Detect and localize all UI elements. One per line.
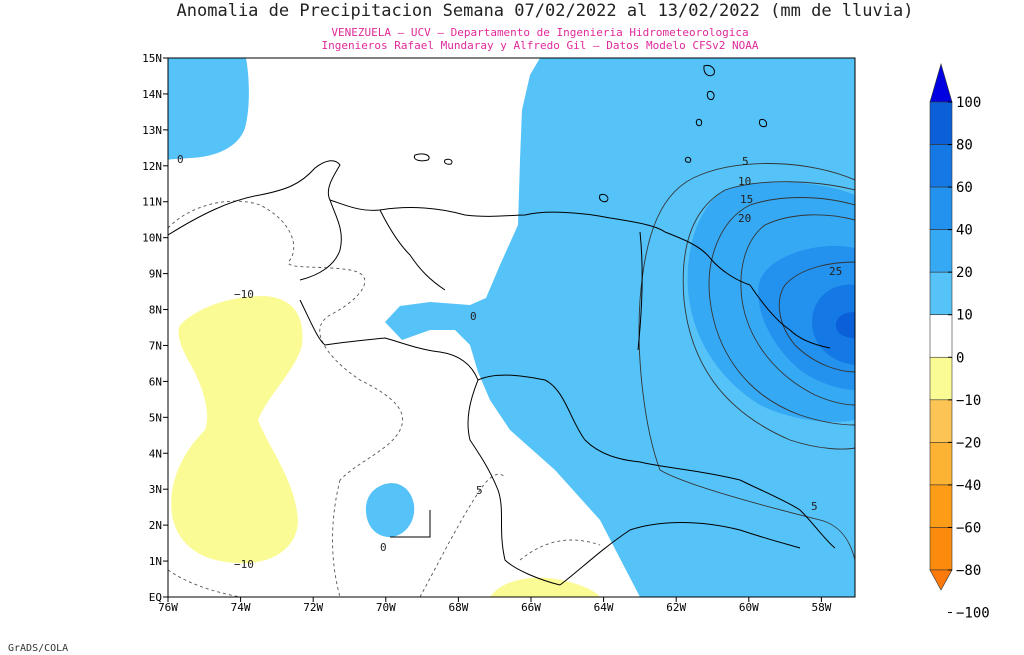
lat-tick-label: 1N [149, 555, 162, 568]
colorbar-swatch [929, 314, 953, 358]
map-subtitle-2: Ingenieros Rafael Mundaray y Alfredo Gil… [321, 39, 758, 52]
lat-tick-label: 15N [142, 52, 162, 65]
lat-tick-label: 8N [149, 304, 162, 317]
colorbar-label: 100 [956, 95, 981, 111]
lat-tick-label: 11N [142, 196, 162, 209]
negative-anomaly-region-west [171, 296, 303, 564]
colorbar-swatch [929, 527, 953, 571]
map-title: Anomalia de Precipitacion Semana 07/02/2… [177, 1, 914, 21]
lon-tick-label: 58W [811, 601, 831, 614]
colorbar-triangle-min [929, 569, 953, 591]
contour-label-20: 20 [738, 212, 751, 225]
contour-label-5-south: 5 [811, 500, 818, 513]
lon-tick-label: 74W [231, 601, 251, 614]
caribbean-islands [413, 65, 767, 203]
colorbar-swatch [929, 186, 953, 230]
lon-tick-label: 62W [666, 601, 686, 614]
map-plot-area: 0 0 0 5 10 15 20 25 5 5 −10 −10 [167, 57, 856, 598]
negative-anomaly-region-south [490, 577, 600, 597]
latitude-axis: 15N 14N 13N 12N 11N 10N 9N 8N 7N 6N 5N 4N 3N 2N 1N EQ [142, 52, 168, 604]
lon-tick-label: 72W [303, 601, 323, 614]
lat-tick-label: 6N [149, 375, 162, 388]
colorbar-swatch [929, 229, 953, 273]
lon-tick-label: 76W [158, 601, 178, 614]
colorbar-swatch [929, 442, 953, 486]
contour-label-minus10-top: −10 [234, 288, 254, 301]
positive-anomaly-blob-nw [168, 58, 249, 160]
lon-tick-label: 70W [376, 601, 396, 614]
contour-labels: 0 0 0 5 10 15 20 25 5 5 −10 −10 [177, 153, 842, 571]
colorbar-label: 40 [956, 223, 973, 239]
colorbar-label: 20 [956, 265, 973, 281]
colorbar-swatch [929, 271, 953, 316]
grads-credit: GrADS/COLA [8, 643, 68, 654]
lon-tick-label: 66W [521, 601, 541, 614]
colorbar-triangle-max [929, 62, 953, 103]
lat-tick-label: 4N [149, 447, 162, 460]
longitude-axis: 76W 74W 72W 70W 68W 66W 64W 62W 60W 58W [158, 597, 832, 614]
lon-tick-label: 64W [594, 601, 614, 614]
colorbar-label: −40 [956, 478, 981, 494]
anomaly-60-region [812, 284, 855, 365]
lat-tick-label: 5N [149, 411, 162, 424]
positive-contours [638, 163, 855, 561]
lon-tick-label: 60W [739, 601, 759, 614]
negative-contours [168, 200, 601, 597]
colorbar-label: 80 [956, 138, 973, 154]
lat-tick-label: EQ [149, 591, 162, 604]
lat-tick-label: 3N [149, 483, 162, 496]
lat-tick-label: 9N [149, 268, 162, 281]
colorbar-label: −60 [956, 520, 981, 536]
colorbar-swatch [929, 484, 953, 528]
colorbar-label: −10 [956, 393, 981, 409]
lat-tick-label: 10N [142, 232, 162, 245]
contour-label-5-north: 5 [742, 155, 749, 168]
colorbar-label: 60 [956, 180, 973, 196]
map-subtitle-1: VENEZUELA – UCV – Departamento de Ingeni… [331, 26, 748, 39]
lat-tick-label: 14N [142, 88, 162, 101]
contour-label-5-west: 5 [476, 484, 483, 497]
colorbar-label: −100 [956, 606, 990, 622]
colorbar-label: 10 [956, 308, 973, 324]
contour-label-15: 15 [740, 193, 753, 206]
lat-tick-label: 13N [142, 124, 162, 137]
contour-label-0-center: 0 [470, 310, 477, 323]
colorbar-swatch [929, 144, 953, 188]
colorbar-label: 0 [956, 350, 964, 366]
lon-tick-label: 68W [448, 601, 468, 614]
lat-tick-label: 12N [142, 160, 162, 173]
contour-label-0-south: 0 [380, 541, 387, 554]
colorbar-label: −80 [956, 563, 981, 579]
contour-label-0-nw: 0 [177, 153, 184, 166]
colorbar-swatch [929, 101, 953, 145]
anomaly-80-region [836, 312, 855, 338]
contour-label-10: 10 [738, 175, 751, 188]
map-frame [167, 57, 856, 598]
colorbar-swatch [929, 356, 953, 401]
lat-tick-label: 2N [149, 519, 162, 532]
positive-anomaly-blob-south [365, 483, 415, 538]
contour-label-25: 25 [829, 265, 842, 278]
lat-tick-label: 7N [149, 339, 162, 352]
colorbar-label: −20 [956, 435, 981, 451]
contour-label-minus10-bottom: −10 [234, 558, 254, 571]
country-borders [167, 160, 836, 586]
colorbar-swatch [929, 399, 953, 443]
